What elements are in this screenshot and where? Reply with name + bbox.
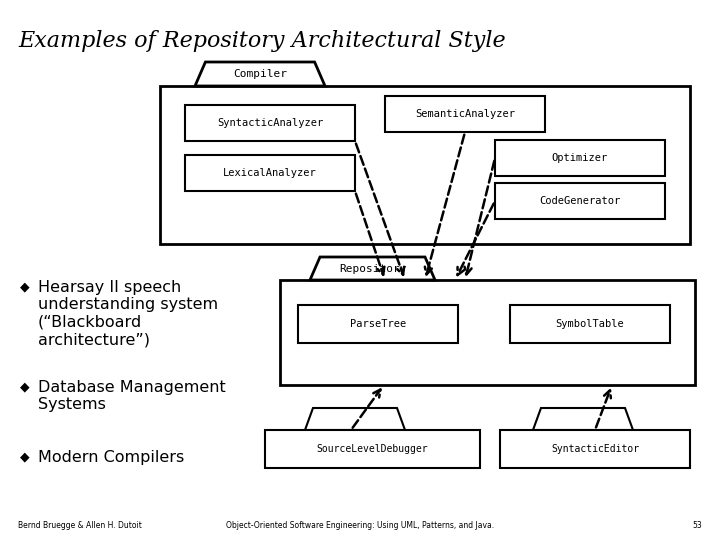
Text: 53: 53	[692, 521, 702, 530]
Text: Object-Oriented Software Engineering: Using UML, Patterns, and Java.: Object-Oriented Software Engineering: Us…	[226, 521, 494, 530]
Text: ◆: ◆	[20, 450, 30, 463]
Text: SourceLevelDebugger: SourceLevelDebugger	[317, 444, 428, 454]
FancyBboxPatch shape	[185, 155, 355, 191]
Text: Optimizer: Optimizer	[552, 153, 608, 163]
Text: LexicalAnalyzer: LexicalAnalyzer	[223, 168, 317, 178]
FancyBboxPatch shape	[510, 305, 670, 343]
Text: ParseTree: ParseTree	[350, 319, 406, 329]
Text: Database Management
Systems: Database Management Systems	[38, 380, 226, 413]
Text: Examples of Repository Architectural Style: Examples of Repository Architectural Sty…	[18, 30, 505, 52]
Text: SymbolTable: SymbolTable	[556, 319, 624, 329]
Polygon shape	[305, 408, 405, 430]
Polygon shape	[195, 62, 325, 86]
Text: ◆: ◆	[20, 380, 30, 393]
FancyBboxPatch shape	[385, 96, 545, 132]
Text: Hearsay II speech
understanding system
(“Blackboard
architecture”): Hearsay II speech understanding system (…	[38, 280, 218, 347]
Text: Repository: Repository	[338, 264, 406, 273]
Text: Compiler: Compiler	[233, 69, 287, 79]
Text: SyntacticAnalyzer: SyntacticAnalyzer	[217, 118, 323, 128]
Text: Bernd Bruegge & Allen H. Dutoit: Bernd Bruegge & Allen H. Dutoit	[18, 521, 142, 530]
FancyBboxPatch shape	[280, 280, 695, 385]
Polygon shape	[533, 408, 633, 430]
Text: ◆: ◆	[20, 280, 30, 293]
FancyBboxPatch shape	[160, 86, 690, 244]
Text: CodeGenerator: CodeGenerator	[539, 196, 621, 206]
Text: SyntacticEditor: SyntacticEditor	[551, 444, 639, 454]
FancyBboxPatch shape	[265, 430, 480, 468]
Polygon shape	[310, 257, 435, 280]
Text: SemanticAnalyzer: SemanticAnalyzer	[415, 109, 515, 119]
Text: Modern Compilers: Modern Compilers	[38, 450, 184, 465]
FancyBboxPatch shape	[185, 105, 355, 141]
FancyBboxPatch shape	[495, 140, 665, 176]
FancyBboxPatch shape	[495, 183, 665, 219]
FancyBboxPatch shape	[500, 430, 690, 468]
FancyBboxPatch shape	[298, 305, 458, 343]
